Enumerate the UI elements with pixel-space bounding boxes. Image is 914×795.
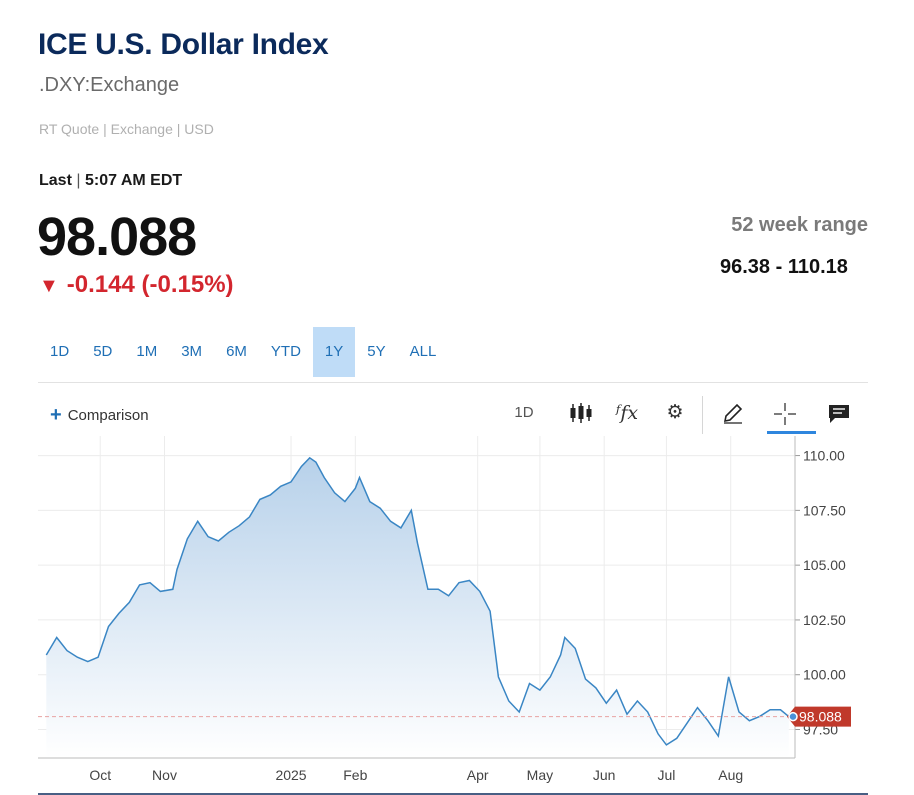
separator: | <box>76 172 85 189</box>
y-tick-label: 102.50 <box>803 612 846 628</box>
x-tick-label: Oct <box>89 767 111 783</box>
price-change: ▼ -0.144 (-0.15%) <box>39 271 234 299</box>
comment-icon[interactable] <box>826 398 852 428</box>
x-axis: Oct Nov 2025 Feb Apr May Jun Jul Aug <box>38 757 868 795</box>
pencil-icon[interactable] <box>720 398 746 428</box>
x-tick-label: May <box>527 767 553 783</box>
price-line <box>45 456 790 746</box>
comparison-button[interactable]: + Comparison <box>50 404 149 427</box>
y-tick-label: 107.50 <box>803 502 846 518</box>
tab-3m[interactable]: 3M <box>181 343 203 360</box>
last-value-label: 98.088 <box>799 709 842 725</box>
tab-1d[interactable]: 1D <box>50 343 70 360</box>
active-tool-indicator <box>767 431 816 434</box>
range-label: 52 week range <box>731 214 868 236</box>
tab-all[interactable]: ALL <box>409 343 437 360</box>
tab-5y[interactable]: 5Y <box>367 343 386 360</box>
x-tick-label: Aug <box>718 767 743 783</box>
candlestick-icon[interactable] <box>568 398 594 428</box>
x-tick-label: 2025 <box>275 767 306 783</box>
crosshair-icon[interactable] <box>772 398 798 428</box>
quote-type-label: RT Quote | Exchange | USD <box>39 121 214 137</box>
x-tick-label: Feb <box>343 767 367 783</box>
last-value-tag: 98.088 <box>787 706 851 727</box>
divider <box>38 382 868 383</box>
symbol-label: .DXY:Exchange <box>39 74 180 96</box>
last-label: Last <box>39 172 72 189</box>
y-tick-label: 105.00 <box>803 557 846 573</box>
tab-6m[interactable]: 6M <box>226 343 247 360</box>
range-value: 96.38 - 110.18 <box>720 256 848 278</box>
tab-5d[interactable]: 5D <box>93 343 113 360</box>
chart-toolbar: + Comparison 1D ᶠ𝑓x ⚙ <box>38 392 868 436</box>
gear-icon[interactable]: ⚙ <box>666 402 684 423</box>
price-area <box>46 457 789 758</box>
last-value-tag-shape <box>787 706 851 727</box>
y-tick-label: 110.00 <box>803 448 845 464</box>
x-tick-label: Apr <box>467 767 489 783</box>
function-icon[interactable]: ᶠ𝑓x <box>615 402 639 424</box>
price-change-value: -0.144 (-0.15%) <box>66 271 234 298</box>
toolbar-divider <box>702 396 703 434</box>
x-tick-label: Nov <box>152 767 177 783</box>
time-range-tabs: 1D 5D 1M 3M 6M YTD 1Y 5Y ALL <box>38 327 448 377</box>
plus-icon: + <box>50 404 62 426</box>
interval-selector[interactable]: 1D <box>514 404 534 421</box>
last-time: 5:07 AM EDT <box>84 172 183 189</box>
last-value-dot <box>788 711 798 722</box>
tab-1y[interactable]: 1Y <box>312 327 356 377</box>
tab-1m[interactable]: 1M <box>136 343 158 360</box>
x-tick-label: Jun <box>593 767 616 783</box>
comparison-label: Comparison <box>67 407 149 424</box>
last-price: 98.088 <box>37 207 197 267</box>
tab-ytd[interactable]: YTD <box>270 343 301 360</box>
y-tick-label: 100.00 <box>803 667 846 683</box>
last-trade-line: Last | 5:07 AM EDT <box>39 172 182 190</box>
page-title: ICE U.S. Dollar Index <box>38 28 329 61</box>
x-tick-label: Jul <box>657 767 675 783</box>
down-arrow-icon: ▼ <box>39 275 59 297</box>
